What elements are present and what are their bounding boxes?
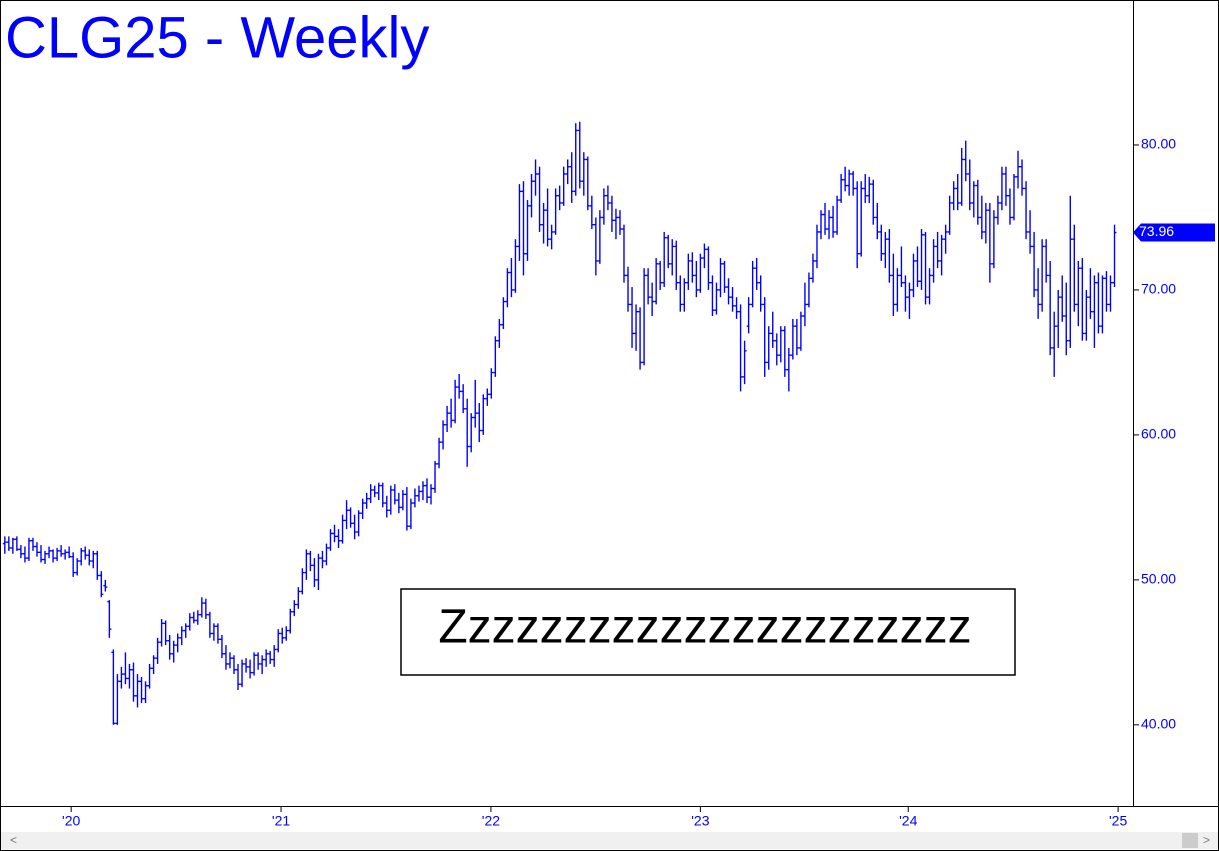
annotation: Zzzzzzzzzzzzzzzzzzzzzz bbox=[438, 601, 971, 654]
x-tick-label: '23 bbox=[691, 813, 709, 829]
y-tick-label: 80.00 bbox=[1141, 136, 1176, 152]
y-tick-label: 40.00 bbox=[1141, 716, 1176, 732]
x-tick-label: '20 bbox=[62, 813, 80, 829]
scrollbar[interactable]: < > bbox=[1, 832, 1218, 849]
scroll-right[interactable]: > bbox=[1203, 833, 1210, 847]
chart-title: CLG25 - Weekly bbox=[5, 5, 429, 70]
x-tick-label: '22 bbox=[482, 813, 500, 829]
x-tick-label: '24 bbox=[899, 813, 917, 829]
y-tick-label: 70.00 bbox=[1141, 281, 1176, 297]
scroll-left[interactable]: < bbox=[10, 833, 17, 847]
scroll-track[interactable] bbox=[1, 832, 1218, 849]
x-tick-label: '25 bbox=[1109, 813, 1127, 829]
y-tick-label: 60.00 bbox=[1141, 426, 1176, 442]
x-tick-label: '21 bbox=[272, 813, 290, 829]
scroll-thumb[interactable] bbox=[1182, 833, 1198, 848]
price-bars bbox=[2, 121, 1117, 725]
last-price-flag bbox=[1133, 223, 1215, 242]
y-tick-label: 50.00 bbox=[1141, 571, 1176, 587]
last-price-label: 73.96 bbox=[1139, 223, 1174, 239]
annotation-box bbox=[400, 588, 1016, 676]
